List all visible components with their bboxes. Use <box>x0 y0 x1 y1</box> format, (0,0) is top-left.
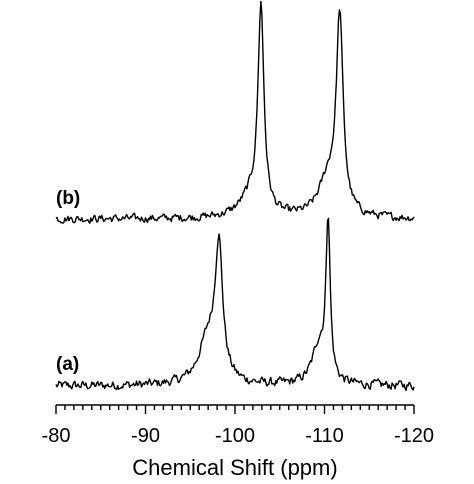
spectrum-b-line <box>55 0 415 224</box>
panel-label-a: (a) <box>56 354 79 375</box>
spectrum-a-line <box>55 217 415 392</box>
x-axis-tick-label: -80 <box>42 425 71 447</box>
x-axis-ticks <box>55 405 415 414</box>
x-axis-tick-label: -90 <box>131 425 160 447</box>
x-axis-tick-label: -100 <box>215 425 255 447</box>
x-axis-tick-label: -120 <box>394 425 434 447</box>
x-axis-title: Chemical Shift (ppm) <box>132 455 337 480</box>
panel-label-b: (b) <box>56 188 80 209</box>
x-axis: -80 -90 -100 -110 -120 <box>42 404 434 447</box>
x-axis-tick-label: -110 <box>305 425 344 447</box>
spectra-group <box>55 0 415 392</box>
x-axis-tick-labels: -80 -90 -100 -110 -120 <box>42 425 434 447</box>
